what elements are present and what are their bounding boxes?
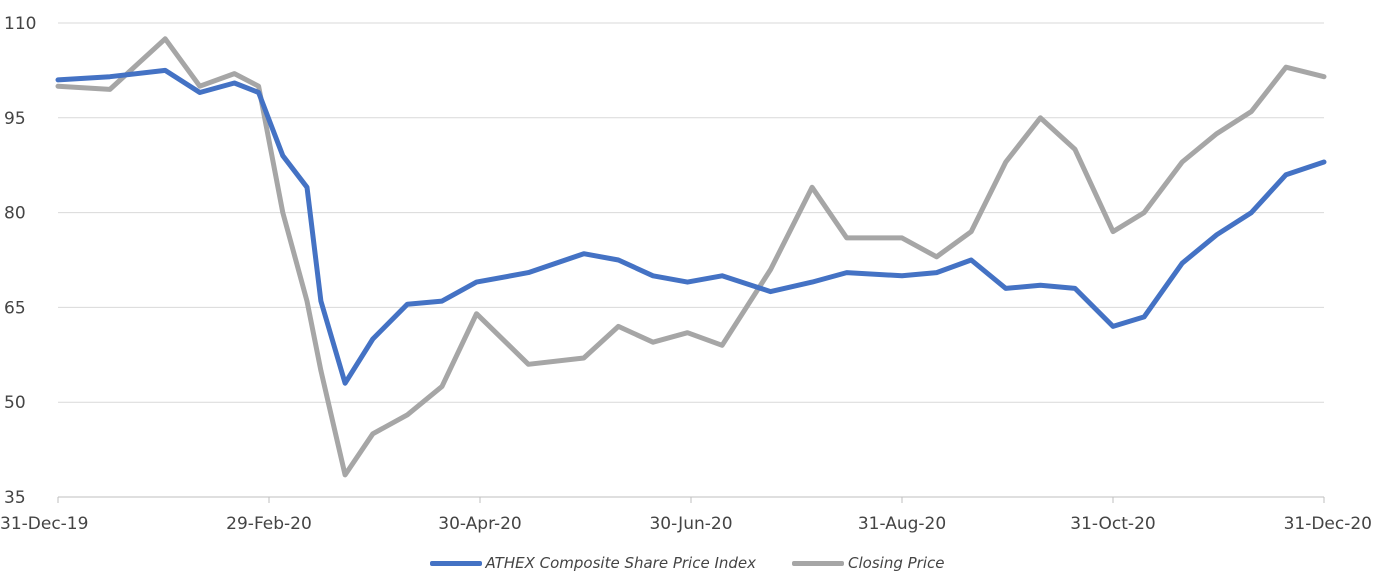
x-tick-label: 31-Dec-19 (0, 514, 88, 534)
x-tick-label: 29-Feb-20 (226, 514, 312, 534)
x-tick-label: 31-Aug-20 (858, 514, 946, 534)
legend-label-athex: ATHEX Composite Share Price Index (485, 554, 757, 572)
series-layer (55, 36, 1327, 478)
series-line-athex (55, 67, 1327, 386)
y-tick-label: 35 (4, 488, 26, 508)
y-tick-label: 80 (4, 204, 26, 224)
y-tick-label: 65 (4, 298, 26, 318)
legend-swatch-closing-price (792, 560, 845, 566)
y-tick-label: 95 (4, 109, 26, 129)
legend-item-athex: ATHEX Composite Share Price Index (429, 554, 757, 572)
y-tick-label: 110 (4, 14, 36, 34)
x-tick-label: 30-Apr-20 (438, 514, 521, 534)
legend-item-closing-price: Closing Price (792, 554, 944, 572)
series-line-closing-price (55, 36, 1327, 478)
x-tick-label: 31-Dec-20 (1284, 514, 1372, 534)
legend-swatch-athex (429, 560, 482, 566)
legend-label-closing-price: Closing Price (848, 554, 945, 572)
x-tick-label: 30-Jun-20 (649, 514, 732, 534)
axis-layer: 35 50 65 80 95 110 31-Dec-19 29-Feb-20 30-Apr-20… (0, 14, 1372, 534)
y-tick-label: 50 (4, 393, 26, 413)
x-tick-label: 31-Oct-20 (1070, 514, 1155, 534)
legend: ATHEX Composite Share Price Index Closin… (0, 553, 1374, 573)
